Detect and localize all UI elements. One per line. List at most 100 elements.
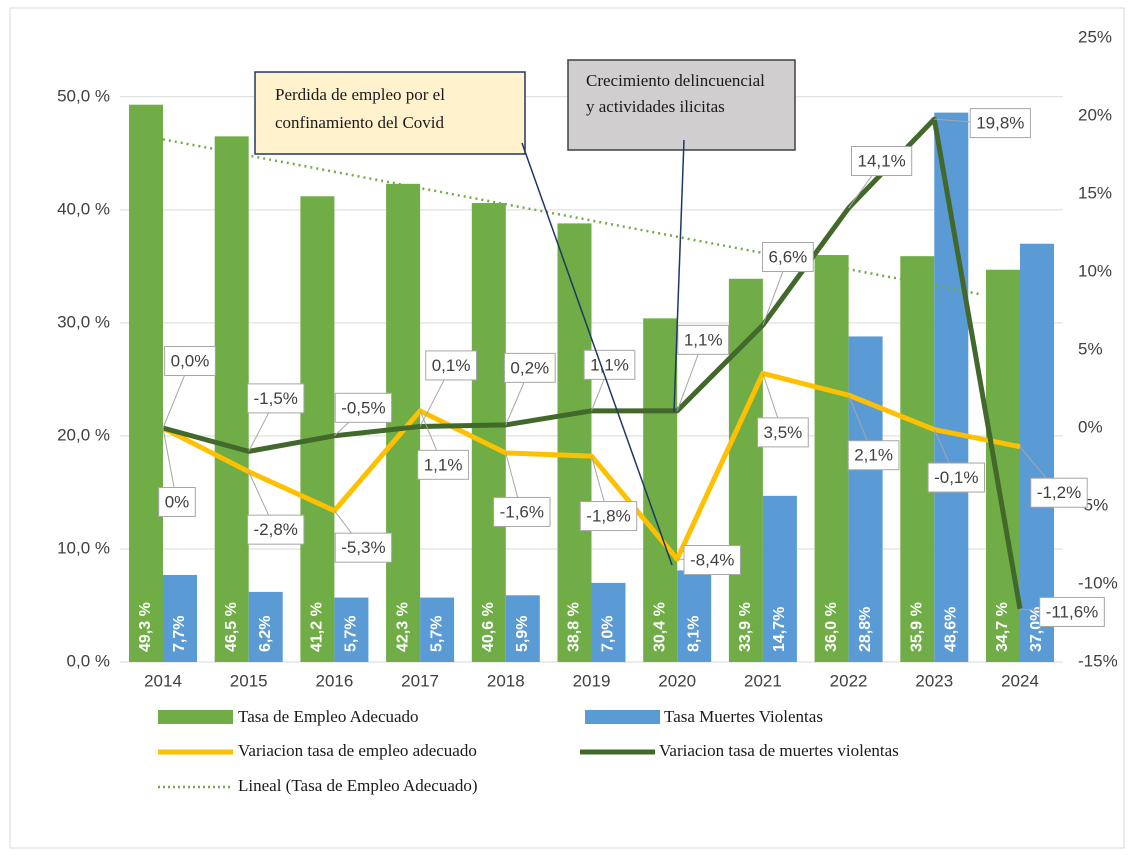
data-label: 0,1%	[432, 356, 471, 375]
data-label: 1,1%	[590, 355, 629, 374]
data-label: -1,2%	[1037, 483, 1081, 502]
data-label-box	[927, 462, 986, 493]
data-label: -1,6%	[500, 502, 544, 521]
y-tick-label: 20,0 %	[57, 425, 110, 444]
data-label: 1,1%	[684, 330, 723, 349]
bar	[386, 183, 421, 662]
x-tick-label: 2017	[401, 671, 439, 690]
data-label-box	[847, 440, 900, 471]
data-label-box	[246, 514, 305, 545]
y2-tick-label: 15%	[1078, 183, 1112, 202]
x-tick-label: 2018	[487, 671, 525, 690]
data-label-box	[969, 108, 1031, 139]
bar-label: 14,7%	[771, 607, 788, 652]
bar	[214, 136, 249, 662]
data-label-box	[246, 383, 305, 414]
bar-label: 28,8%	[857, 607, 874, 652]
data-label-box	[1030, 477, 1088, 508]
y-tick-label: 10,0 %	[57, 538, 110, 557]
annotation-text: Perdida de empleo por el	[275, 85, 445, 104]
bar	[420, 597, 455, 662]
legend-label: Lineal (Tasa de Empleo Adecuado)	[238, 776, 478, 795]
annotation-text: Crecimiento delincuencial	[586, 71, 765, 90]
data-label: 0,0%	[171, 351, 210, 370]
bar-label: 5,7%	[428, 616, 445, 652]
bar	[677, 570, 712, 662]
bar	[300, 196, 335, 662]
data-label-box	[850, 146, 913, 177]
bar	[505, 595, 540, 662]
data-label: -0,5%	[341, 398, 385, 417]
data-label: 0%	[165, 492, 190, 511]
data-label-box	[677, 324, 730, 355]
bar-label: 48,6%	[943, 607, 960, 652]
bar-label: 34,7 %	[994, 602, 1011, 652]
bar	[557, 223, 592, 663]
bar	[248, 591, 283, 662]
y2-tick-label: -10%	[1078, 573, 1118, 592]
bar-label: 30,4 %	[651, 602, 668, 652]
data-label-box	[334, 532, 393, 563]
data-label-box	[334, 392, 393, 423]
bar	[848, 336, 883, 662]
y-tick-label: 40,0 %	[57, 199, 110, 218]
legend-label: Tasa de Empleo Adecuado	[238, 707, 419, 726]
bar	[334, 597, 369, 662]
bar	[643, 318, 678, 662]
bar-label: 42,3 %	[394, 602, 411, 652]
y2-tick-label: 5%	[1078, 339, 1103, 358]
bar	[591, 582, 626, 662]
x-tick-label: 2024	[1001, 671, 1039, 690]
annotation: Perdida de empleo por el confinamiento d…	[254, 71, 673, 566]
data-label-box	[164, 345, 216, 376]
bar-label: 5,9%	[514, 616, 531, 652]
data-label-box	[493, 496, 551, 527]
y2-tick-label: 0%	[1078, 417, 1103, 436]
data-label: -1,5%	[253, 389, 297, 408]
data-label: 0,2%	[510, 358, 549, 377]
bar-label: 7,7%	[171, 616, 188, 652]
x-tick-label: 2021	[744, 671, 782, 690]
legend-label: Variacion tasa de empleo adecuado	[238, 741, 477, 760]
legend-label: Tasa Muertes Violentas	[664, 707, 823, 726]
data-label: -8,4%	[690, 551, 734, 570]
x-tick-label: 2022	[830, 671, 868, 690]
bar-label: 36,0 %	[823, 602, 840, 652]
bar	[129, 104, 163, 662]
data-label: -1,8%	[586, 507, 630, 526]
bar-label: 35,9 %	[909, 602, 926, 652]
legend-swatch	[585, 710, 660, 724]
data-label: 1,1%	[424, 455, 463, 474]
bar	[762, 495, 797, 662]
legend: Tasa de Empleo Adecuado Tasa Muertes Vio…	[158, 707, 899, 795]
bar-label: 41,2 %	[309, 602, 326, 652]
annotation: Crecimiento delincuencial y actividades …	[567, 59, 796, 413]
bar	[163, 574, 197, 662]
x-tick-label: 2016	[315, 671, 353, 690]
bar-label: 46,5 %	[223, 602, 240, 652]
data-label: 14,1%	[857, 152, 905, 171]
x-tick-label: 2014	[144, 671, 182, 690]
data-label-box	[1039, 596, 1105, 627]
bar	[986, 269, 1020, 662]
legend-swatch	[158, 710, 233, 724]
annotation-text: confinamiento del Covid	[275, 113, 445, 132]
bar	[900, 256, 935, 662]
legend-label: Variacion tasa de muertes violentas	[659, 741, 899, 760]
data-label: 19,8%	[976, 114, 1024, 133]
data-label: 6,6%	[769, 248, 808, 267]
data-label: 3,5%	[764, 423, 803, 442]
bar	[471, 203, 506, 663]
x-tick-label: 2020	[658, 671, 696, 690]
data-label: -11,6%	[1046, 602, 1099, 621]
data-label-box	[425, 350, 477, 381]
y-tick-label: 0,0 %	[67, 651, 110, 670]
y2-tick-label: 20%	[1078, 105, 1112, 124]
data-label-box	[762, 242, 814, 273]
bar-label: 49,3 %	[137, 602, 154, 652]
trendline	[162, 138, 982, 296]
data-label-box	[683, 545, 741, 576]
data-label-box	[158, 486, 196, 517]
bar-label: 7,0%	[600, 616, 617, 652]
